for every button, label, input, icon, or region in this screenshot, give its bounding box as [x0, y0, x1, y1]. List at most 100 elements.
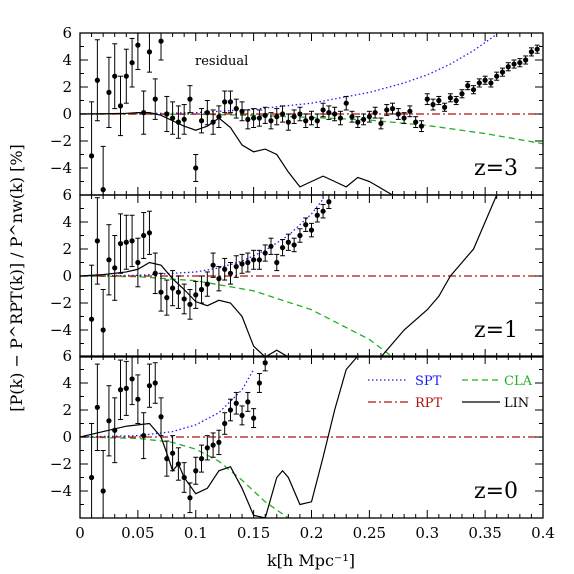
data-point — [123, 239, 129, 245]
data-point — [227, 270, 234, 276]
panel-2-redshift-label: z=0 — [474, 479, 518, 504]
x-tick-label: 0.3 — [415, 524, 439, 542]
data-point — [164, 111, 170, 117]
data-point — [129, 238, 135, 244]
data-point — [158, 38, 164, 44]
data-point — [494, 73, 500, 79]
data-point — [517, 60, 523, 66]
data-point — [198, 456, 205, 462]
data-point — [314, 118, 320, 124]
data-point — [181, 116, 187, 122]
panel-2 — [80, 356, 543, 518]
x-tick-label: 0.1 — [184, 524, 208, 542]
data-point — [210, 262, 216, 268]
data-point — [141, 232, 147, 239]
data-point — [442, 104, 448, 110]
data-point — [123, 73, 129, 79]
panel-1-lin-line — [80, 195, 498, 357]
data-point — [262, 112, 268, 118]
data-point — [129, 376, 135, 382]
y-tick-label: −2 — [50, 294, 72, 312]
data-point — [372, 110, 378, 116]
data-point — [251, 415, 257, 421]
data-point — [262, 360, 268, 366]
data-point — [227, 99, 234, 105]
data-point — [94, 404, 100, 410]
data-point — [135, 259, 141, 266]
panel-0-residual-points — [88, 33, 540, 195]
data-point — [204, 445, 210, 451]
data-point — [117, 387, 124, 393]
data-point — [216, 114, 222, 120]
data-point — [100, 488, 106, 494]
data-point — [239, 412, 245, 418]
data-point — [534, 46, 540, 52]
y-tick-label: −4 — [50, 321, 72, 339]
data-point — [245, 116, 251, 122]
data-point — [251, 257, 257, 263]
y-tick-label: 2 — [62, 240, 72, 258]
data-point — [112, 265, 118, 271]
data-point — [314, 212, 320, 218]
data-point — [279, 111, 286, 117]
panel-1-spt-line — [80, 198, 324, 277]
data-point — [436, 97, 442, 104]
data-point — [210, 442, 216, 448]
data-point — [384, 107, 390, 113]
data-point — [413, 119, 419, 125]
data-point — [170, 450, 176, 456]
data-point — [204, 110, 210, 116]
data-point — [320, 107, 326, 113]
y-tick-label: 4 — [62, 374, 72, 392]
data-point — [88, 474, 95, 481]
data-point — [222, 266, 228, 272]
data-point — [222, 99, 228, 105]
data-point — [528, 49, 535, 55]
data-point — [256, 380, 263, 386]
data-point — [245, 399, 251, 405]
data-point — [216, 276, 222, 282]
x-tick-label: 0.05 — [121, 524, 154, 542]
data-point — [94, 238, 100, 244]
data-point — [459, 91, 465, 97]
legend: SPT CLA RPT LIN — [368, 374, 533, 411]
panel-1-cla-line — [80, 275, 393, 357]
data-point — [88, 316, 95, 322]
panel-2-spt-line — [80, 369, 255, 438]
data-point — [326, 110, 332, 116]
data-point — [164, 295, 170, 301]
data-point — [274, 114, 280, 120]
data-point — [366, 114, 372, 120]
panel-0-lin-line — [80, 112, 451, 195]
data-point — [308, 227, 315, 233]
data-point — [326, 199, 332, 205]
x-tick-label: 0.15 — [237, 524, 270, 542]
data-point — [401, 115, 407, 121]
data-point — [129, 60, 135, 66]
x-tick-label: 0 — [75, 524, 85, 542]
y-tick-label: 6 — [62, 24, 72, 42]
panel-1-residual-points — [88, 195, 332, 357]
data-point — [193, 165, 199, 171]
data-point — [233, 263, 239, 270]
data-point — [164, 456, 170, 462]
legend-label-cla: CLA — [504, 374, 533, 389]
y-tick-label: 6 — [62, 347, 72, 365]
data-point — [285, 119, 291, 125]
chart-axes: −4 −2 0 2 4 6 z=3 −4 −2 0 2 4 6 z=1 −4 −2 0 2 4 6 z=0 0 0.05 0.… — [50, 24, 555, 542]
data-point — [262, 250, 268, 256]
data-point — [245, 259, 251, 266]
data-point — [216, 439, 222, 445]
y-tick-label: 2 — [62, 78, 72, 96]
data-point — [505, 64, 511, 70]
data-point — [106, 418, 112, 424]
data-point — [395, 111, 401, 117]
data-point — [320, 208, 326, 214]
data-point — [158, 414, 164, 420]
y-tick-label: −2 — [50, 455, 72, 473]
data-point — [476, 80, 482, 86]
data-point — [123, 385, 129, 391]
legend-label-rpt: RPT — [415, 396, 443, 411]
data-point — [146, 383, 153, 389]
